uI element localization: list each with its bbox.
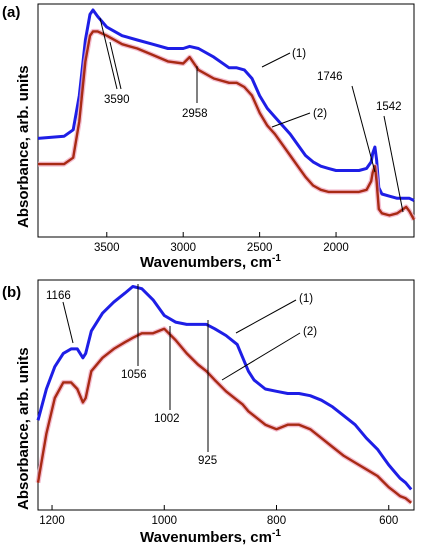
x-tick-label-3000: 3000 xyxy=(170,242,196,254)
panel-a: (a) 3500 3000 2500 2000 3590 2958 1746 1542… xyxy=(2,3,417,271)
panel-b: (b) 1200 1000 800 600 1166 1056 1002 925 (1… xyxy=(2,279,415,546)
annotation-1542: 1542 xyxy=(376,101,402,113)
panel-a-x-axis-title: Wavenumbers, cm-1 xyxy=(140,253,281,271)
leader-3590a xyxy=(99,17,118,90)
panel-a-x-axis: 3500 3000 2500 2000 xyxy=(94,232,349,254)
leader-1542 xyxy=(383,115,404,213)
leader-series2-b xyxy=(221,332,301,381)
leader-1166 xyxy=(62,301,74,344)
annotation-2958: 2958 xyxy=(182,108,208,120)
panel-a-y-axis-title: Absorbance, arb. units xyxy=(15,65,32,228)
panel-b-annotations: 1166 1056 1002 925 (1) (2) xyxy=(46,284,317,467)
panel-b-plot-frame xyxy=(37,279,415,511)
annotation-3590: 3590 xyxy=(104,94,130,106)
panel-b-x-axis-title: Wavenumbers, cm-1 xyxy=(140,528,281,546)
panel-b-label: (b) xyxy=(2,284,21,301)
panel-a-plot-frame xyxy=(37,3,415,238)
annotation-1166: 1166 xyxy=(46,290,71,302)
leader-3590b xyxy=(109,41,122,90)
panel-b-x-axis: 1200 1000 800 600 xyxy=(39,505,398,527)
leader-series1-a xyxy=(261,52,291,68)
series-2-halo xyxy=(35,326,413,505)
annotation-series-2-b: (2) xyxy=(303,326,317,338)
annotation-series-1-b: (1) xyxy=(299,293,313,305)
panel-a-series xyxy=(37,8,417,221)
series-2-line xyxy=(36,327,412,504)
annotation-series-1-a: (1) xyxy=(292,48,306,60)
annotation-series-2-a: (2) xyxy=(313,108,327,120)
leader-series2-a xyxy=(271,112,311,128)
panel-a-annotations: 3590 2958 1746 1542 (1) (2) xyxy=(99,17,404,213)
x-tick-label-1000: 1000 xyxy=(151,515,177,527)
x-tick-label-2000: 2000 xyxy=(323,242,349,254)
panel-b-y-axis-title: Absorbance, arb. units xyxy=(15,347,32,510)
annotation-1746: 1746 xyxy=(317,71,343,83)
series-1-line xyxy=(37,8,415,202)
x-tick-label-3500: 3500 xyxy=(94,242,120,254)
panel-a-label: (a) xyxy=(2,4,20,21)
x-tick-label-1200: 1200 xyxy=(39,515,65,527)
x-tick-label-800: 800 xyxy=(267,515,286,527)
annotation-925: 925 xyxy=(198,455,217,467)
leader-1746 xyxy=(351,85,376,173)
annotation-1002: 1002 xyxy=(154,413,180,425)
panel-b-series xyxy=(35,285,413,505)
leader-series1-b xyxy=(235,299,297,334)
series-1-line xyxy=(36,285,413,491)
annotation-1056: 1056 xyxy=(121,369,147,381)
series-2-line xyxy=(38,30,416,221)
x-tick-label-2500: 2500 xyxy=(247,242,273,254)
x-tick-label-600: 600 xyxy=(379,515,398,527)
